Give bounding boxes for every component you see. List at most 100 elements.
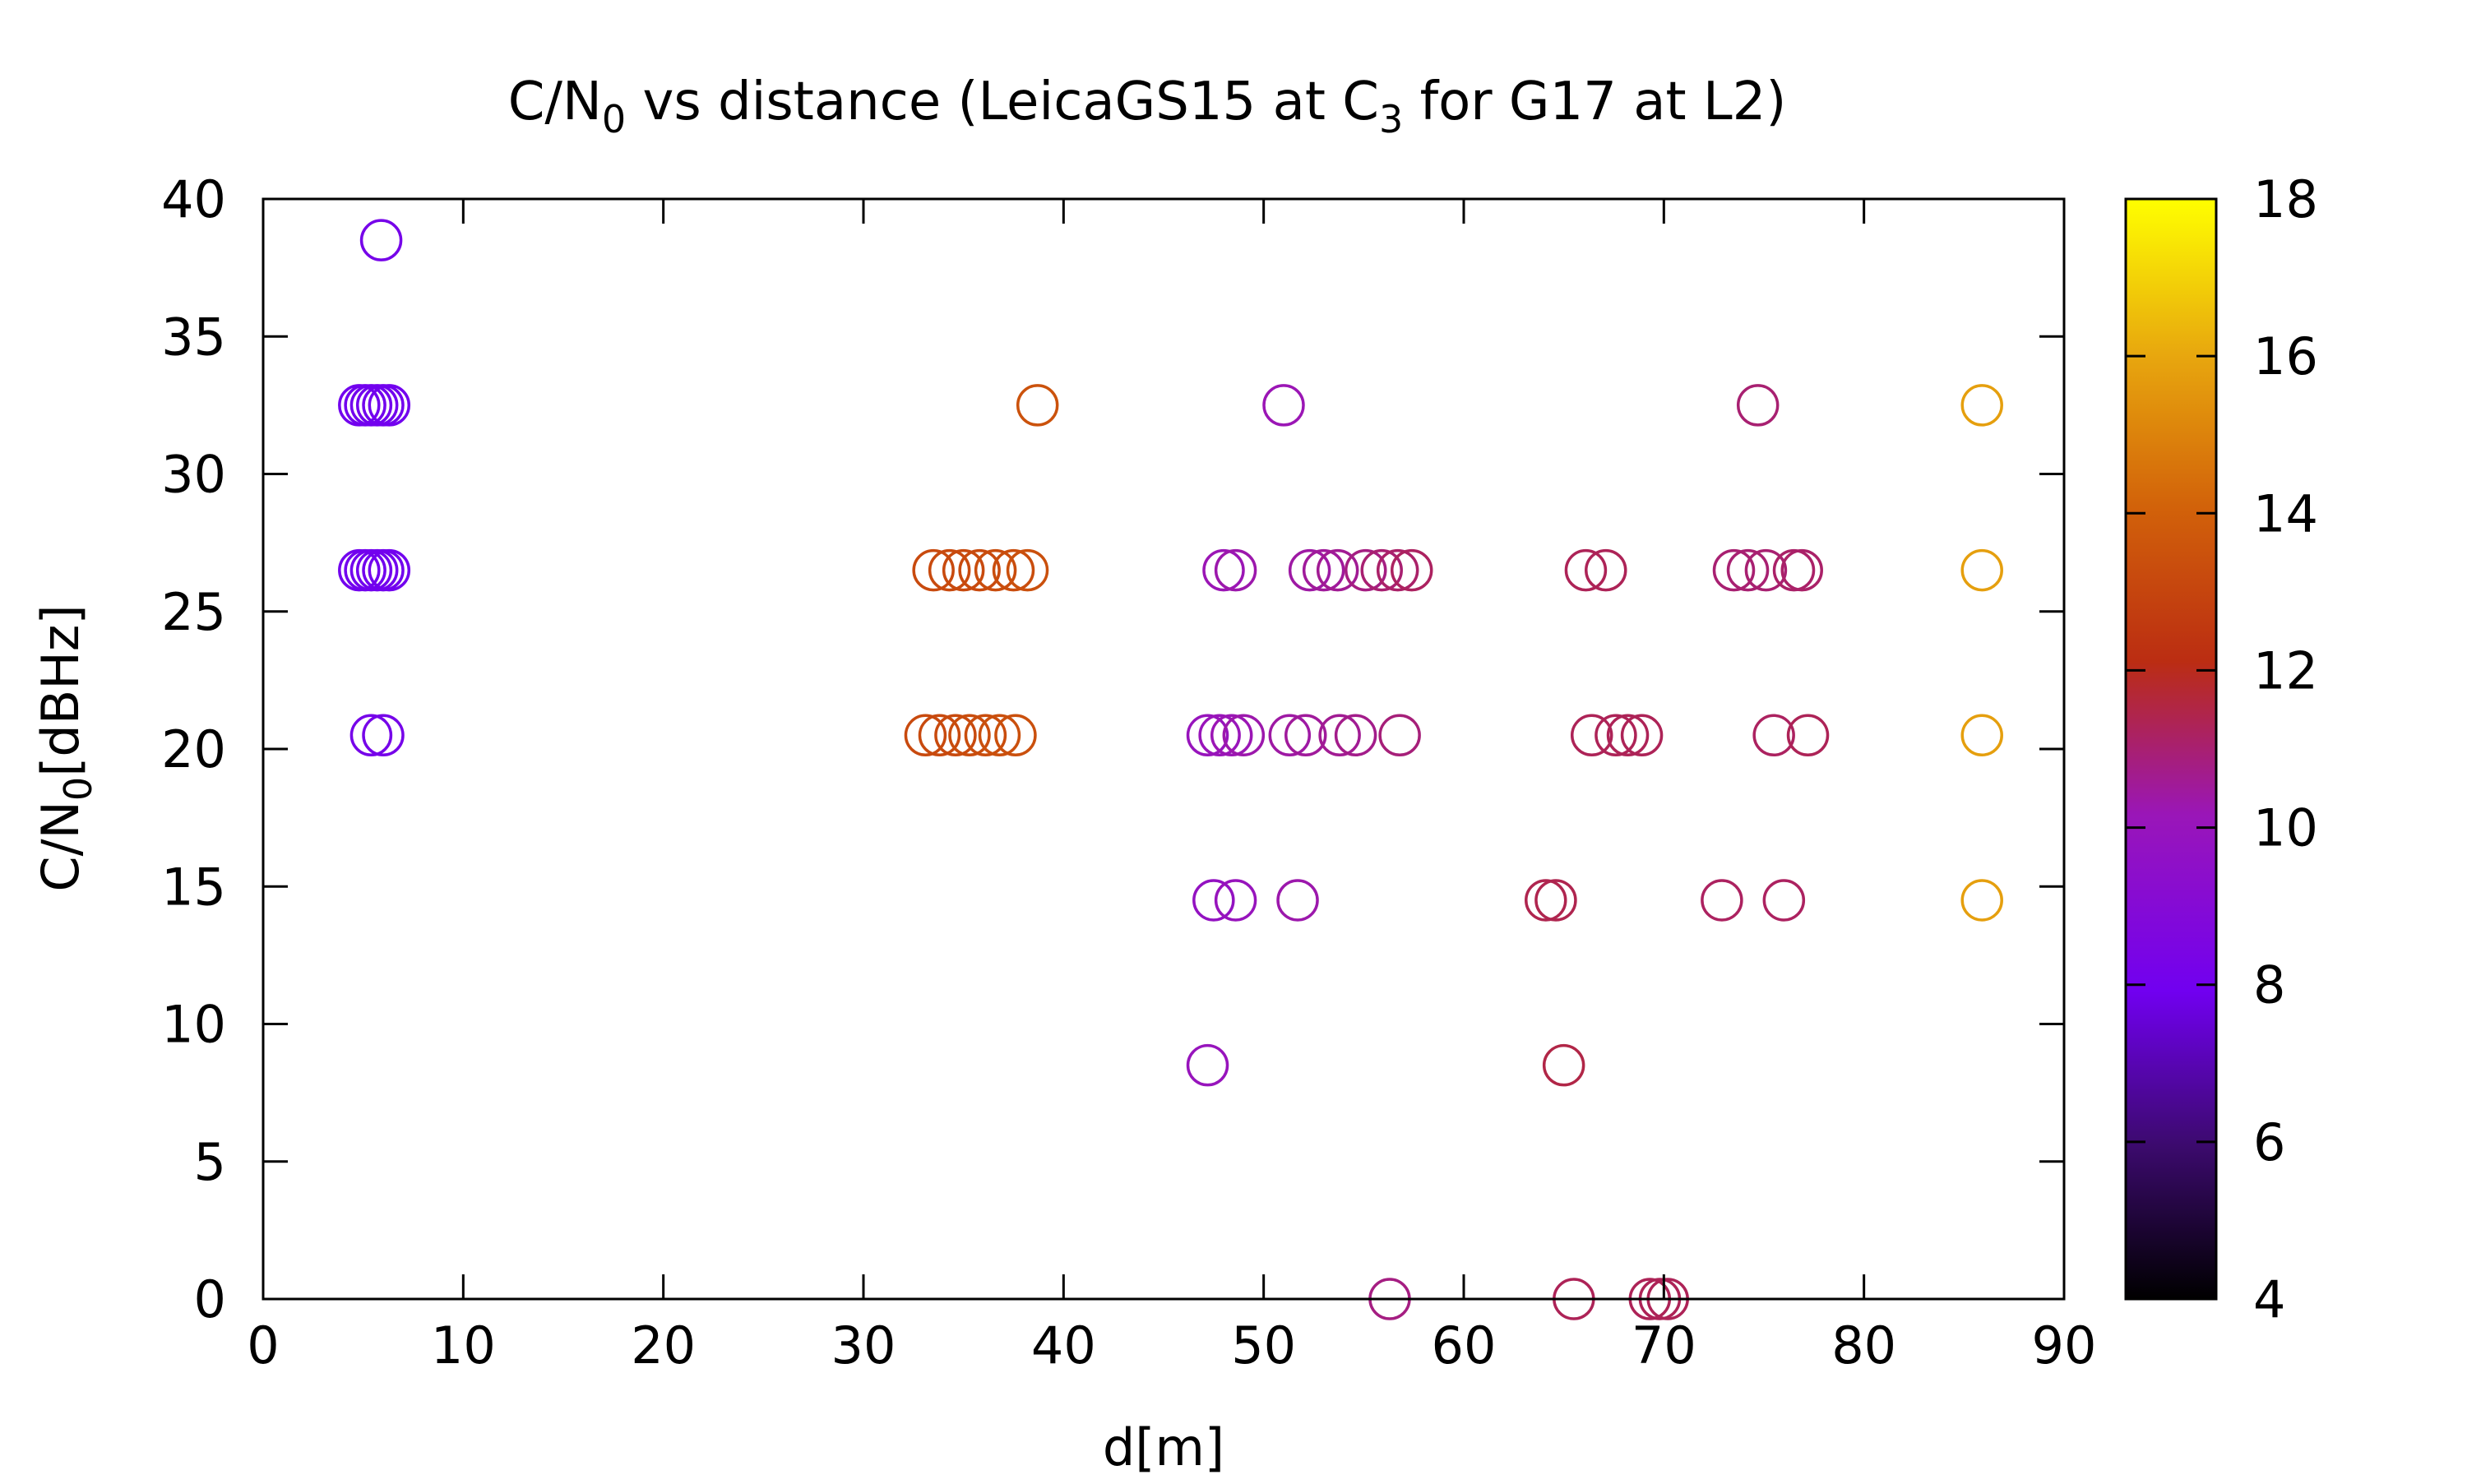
data-point	[1736, 384, 1780, 427]
data-point	[1525, 879, 1567, 922]
y-axis-label-part-0: C/N	[30, 801, 90, 892]
colorbar-tick-label: 6	[2253, 1112, 2285, 1172]
data-point	[1726, 548, 1770, 592]
y-axis-label-part-1: 0	[56, 777, 100, 801]
data-point	[958, 548, 1001, 592]
x-tick-label: 70	[1632, 1315, 1696, 1375]
chart-title: C/N0 vs distance (LeicaGS15 at C3 for G1…	[508, 72, 1787, 141]
chart-title-part-3: 3	[1379, 97, 1403, 141]
colorbar-tick-label: 18	[2253, 169, 2318, 229]
data-point	[1318, 714, 1361, 757]
y-tick-label: 35	[161, 307, 226, 367]
chart-title-part-0: C/N	[508, 72, 602, 132]
data-point	[1390, 548, 1433, 592]
data-point	[1542, 1043, 1585, 1087]
data-point	[1268, 714, 1312, 757]
data-point	[1701, 879, 1743, 922]
chart-title-part-1: 0	[602, 97, 626, 141]
data-point	[994, 714, 1037, 757]
data-point	[1214, 879, 1257, 922]
colorbar-tick-label: 10	[2253, 798, 2318, 858]
data-point	[992, 548, 1035, 592]
x-tick-label: 40	[1031, 1315, 1096, 1375]
data-point	[1288, 548, 1331, 592]
data-point	[1284, 714, 1327, 757]
data-point	[1186, 1043, 1229, 1087]
data-point	[1585, 548, 1627, 592]
y-tick-label: 10	[161, 995, 226, 1055]
data-point	[912, 548, 955, 592]
data-point	[1744, 548, 1788, 592]
y-tick-label: 30	[161, 445, 226, 505]
data-point	[1960, 548, 2003, 592]
chart-title-part-2: vs distance (LeicaGS15 at C	[626, 72, 1379, 132]
data-point	[1016, 384, 1059, 427]
x-axis-label: d[m]	[1103, 1417, 1224, 1477]
colorbar-tick-label: 12	[2253, 640, 2318, 700]
x-tick-label: 50	[1231, 1315, 1296, 1375]
data-point	[1202, 548, 1245, 592]
x-tick-label: 20	[631, 1315, 696, 1375]
y-tick-label: 40	[161, 169, 226, 229]
data-point	[978, 714, 1021, 757]
data-point	[918, 714, 961, 757]
colorbar-tick-label: 16	[2253, 326, 2318, 386]
y-axis-label: C/N0[dBHz]	[30, 604, 100, 891]
x-tick-label: 80	[1831, 1315, 1896, 1375]
data-point	[1006, 548, 1049, 592]
data-point	[904, 714, 947, 757]
data-points	[338, 219, 2003, 1320]
data-point	[1276, 879, 1319, 922]
data-point	[1564, 548, 1608, 592]
chart-title-part-4: for G17 at L2)	[1403, 72, 1786, 132]
data-point	[1620, 714, 1664, 757]
data-point	[1960, 714, 2003, 757]
data-point	[1186, 714, 1229, 757]
x-tick-label: 10	[431, 1315, 496, 1375]
data-point	[942, 548, 985, 592]
data-point	[964, 714, 1007, 757]
data-point	[1960, 384, 2003, 427]
y-axis-label-part-2: [dBHz]	[30, 604, 90, 776]
colorbar-tick-label: 14	[2253, 483, 2318, 543]
data-point	[1192, 879, 1235, 922]
data-point	[1334, 714, 1377, 757]
data-point	[1595, 714, 1637, 757]
data-point	[368, 548, 411, 592]
data-point	[1772, 548, 1816, 592]
colorbar	[2124, 197, 2218, 1301]
y-tick-label: 25	[161, 582, 226, 642]
data-point	[1780, 548, 1823, 592]
colorbar-tick-label: 8	[2253, 955, 2285, 1015]
data-point	[362, 714, 405, 757]
data-point	[1302, 548, 1345, 592]
data-point	[1960, 879, 2003, 922]
data-point	[948, 714, 991, 757]
x-tick-label: 30	[831, 1315, 896, 1375]
data-point	[359, 219, 403, 261]
data-point	[1762, 879, 1806, 922]
data-point	[1198, 714, 1241, 757]
y-tick-label: 20	[161, 719, 226, 779]
data-point	[1376, 548, 1419, 592]
y-tick-label: 15	[161, 857, 226, 917]
data-point	[1360, 548, 1403, 592]
data-point	[368, 384, 411, 427]
data-point	[349, 714, 393, 757]
data-point	[1214, 548, 1257, 592]
x-tick-label: 90	[2032, 1315, 2097, 1375]
data-point	[1570, 714, 1613, 757]
data-point	[1345, 548, 1387, 592]
data-point	[1712, 548, 1756, 592]
data-point	[1378, 714, 1421, 757]
colorbar-ticks: 4 6 8 10 12 14 16 18	[2126, 169, 2318, 1329]
plot-frame	[262, 197, 2066, 1301]
data-point	[1316, 548, 1359, 592]
data-point	[928, 548, 971, 592]
colorbar-tick-label: 4	[2253, 1269, 2285, 1329]
y-tick-label: 5	[194, 1132, 226, 1192]
data-point	[1534, 879, 1577, 922]
axis-ticks: 0 10 20 30 40 50 60 70 80 90 0 5 10 15 20 25 30 35 40	[161, 169, 2096, 1375]
